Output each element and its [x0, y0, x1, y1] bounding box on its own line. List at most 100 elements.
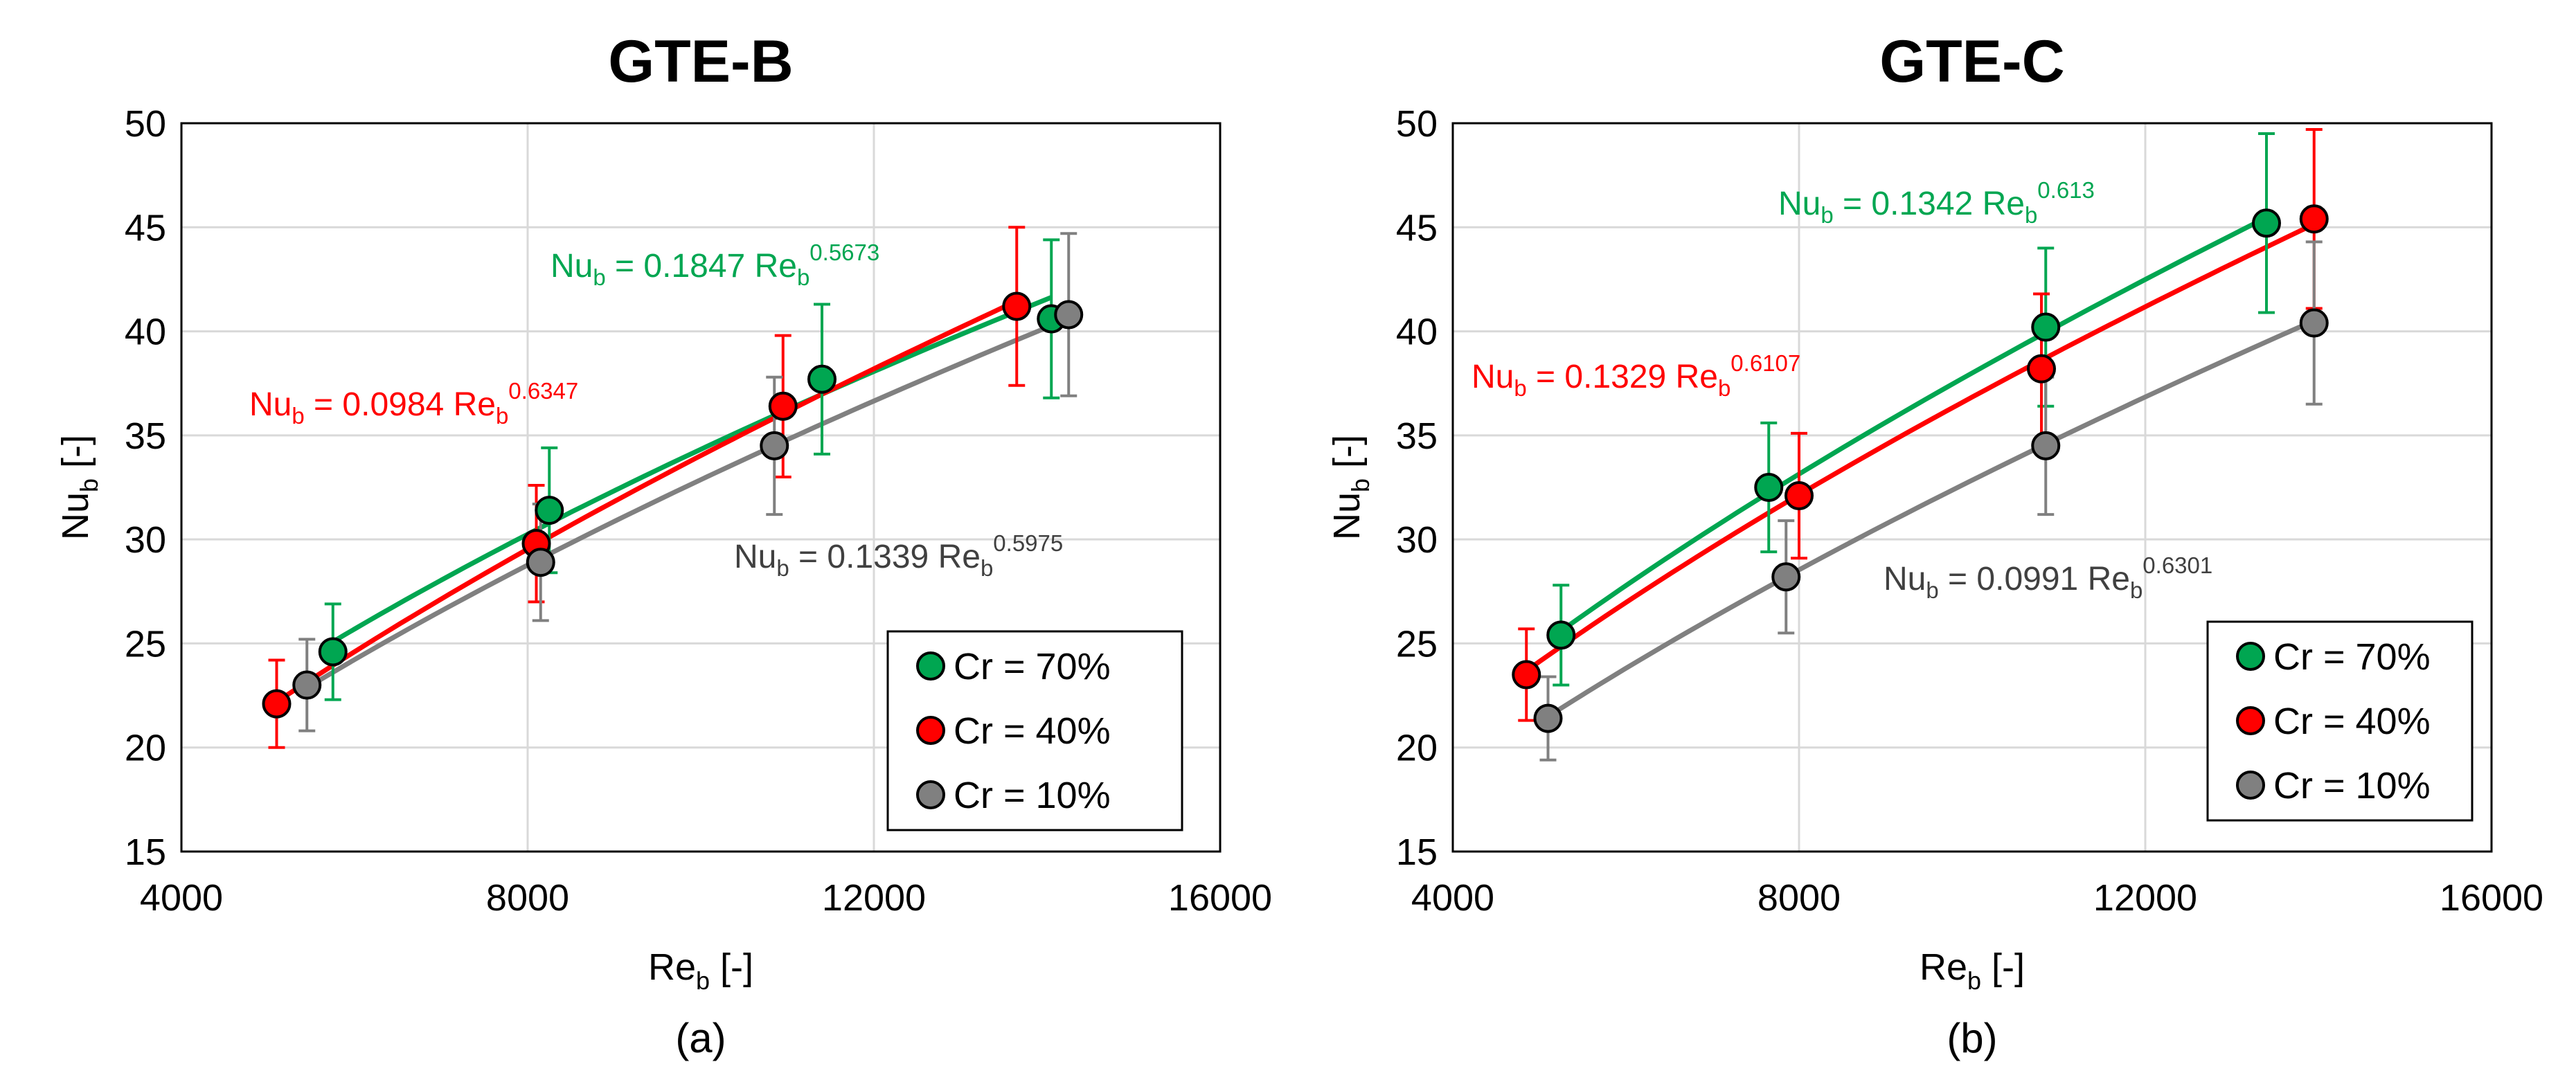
equation-mid: = 0.1342 Re	[1834, 186, 2025, 222]
legend-label: Cr = 10%	[2273, 765, 2431, 807]
data-point	[1512, 660, 1541, 690]
y-tick-label: 40	[125, 312, 166, 353]
data-point	[1546, 620, 1576, 650]
fit-curve	[275, 298, 1018, 704]
data-point	[535, 496, 564, 525]
fit-equation: Nub = 0.1342 Reb0.613	[1778, 177, 2095, 228]
y-axis-label-unit: [-]	[1326, 435, 1368, 478]
y-tick-label: 30	[125, 519, 166, 561]
y-axis-label-main: Nu	[55, 492, 96, 540]
fit-equation: Nub = 0.1339 Reb0.5975	[734, 530, 1063, 581]
x-tick-label: 8000	[1757, 877, 1841, 919]
equation-exponent: 0.613	[2037, 177, 2095, 203]
legend-marker	[2236, 642, 2265, 671]
data-point	[1754, 473, 1784, 502]
equation-mid-sub: b	[981, 555, 993, 581]
y-tick-label: 50	[125, 103, 166, 145]
y-axis-label-unit: [-]	[55, 435, 96, 478]
legend-marker	[2236, 706, 2265, 735]
equation-lhs: Nu	[734, 539, 776, 575]
equation-mid-sub: b	[496, 403, 508, 429]
equation-mid: = 0.0991 Re	[1939, 561, 2130, 597]
equation-mid: = 0.1329 Re	[1527, 359, 1718, 395]
x-axis-label-unit: [-]	[710, 946, 753, 988]
y-tick-label: 45	[125, 207, 166, 249]
data-point	[768, 391, 798, 421]
y-axis-label: Nub [-]	[1326, 435, 1375, 540]
chart-panel-a: 15 20 25 30 35 40 45 50 4000 8000 12000 16000 GTE-B R…	[55, 28, 1272, 1061]
data-point	[2031, 312, 2061, 342]
equation-exponent: 0.6347	[508, 378, 578, 404]
equation-lhs: Nu	[1472, 359, 1514, 395]
data-point	[2299, 308, 2329, 338]
x-axis-label: Reb [-]	[648, 946, 753, 995]
data-point	[1533, 703, 1563, 733]
fit-equation: Nub = 0.1847 Reb0.5673	[551, 240, 879, 290]
x-tick-label: 8000	[486, 877, 569, 919]
x-tick-label: 16000	[2440, 877, 2543, 919]
legend-marker	[916, 716, 945, 745]
y-tick-label: 15	[1396, 831, 1438, 873]
equation-lhs-sub: b	[776, 555, 789, 581]
equation-lhs-sub: b	[1514, 375, 1526, 401]
legend-label: Cr = 10%	[954, 775, 1111, 816]
chart-panel-b: 15 20 25 30 35 40 45 50 4000 8000 12000 16000 GTE-C R…	[1326, 28, 2543, 1061]
x-tick-label: 4000	[1411, 877, 1494, 919]
equation-lhs: Nu	[1778, 186, 1821, 222]
panel-label: (b)	[1947, 1015, 1997, 1061]
x-tick-label: 12000	[822, 877, 926, 919]
data-point	[2031, 431, 2061, 460]
equation-lhs-sub: b	[593, 264, 605, 290]
plot-frame	[1451, 122, 2493, 853]
x-axis-label-unit: [-]	[1981, 946, 2025, 988]
data-point	[526, 548, 555, 577]
y-tick-label: 25	[125, 623, 166, 665]
x-axis-label: Reb [-]	[1920, 946, 2025, 995]
equation-lhs-sub: b	[292, 403, 304, 429]
equation-lhs-sub: b	[1821, 202, 1833, 228]
y-axis-label: Nub [-]	[55, 435, 103, 540]
fit-curve	[1546, 318, 2316, 719]
data-point	[318, 637, 348, 667]
data-point	[807, 364, 837, 394]
equation-mid-sub: b	[2130, 577, 2143, 603]
legend-marker	[2236, 771, 2265, 800]
data-point	[2299, 204, 2329, 234]
data-point	[1771, 562, 1801, 592]
fit-curve	[305, 316, 1070, 690]
x-tick-label: 16000	[1168, 877, 1272, 919]
equation-exponent: 0.5975	[993, 530, 1063, 556]
y-tick-label: 20	[1396, 728, 1438, 769]
fit-equation: Nub = 0.1329 Reb0.6107	[1472, 350, 1800, 401]
data-point	[262, 689, 292, 719]
y-tick-label: 40	[1396, 312, 1438, 353]
equation-exponent: 0.5673	[810, 240, 879, 265]
equation-mid: = 0.0984 Re	[305, 386, 496, 423]
equation-exponent: 0.6107	[1730, 350, 1800, 376]
equation-mid: = 0.1847 Re	[606, 248, 797, 285]
y-axis-label-main: Nu	[1326, 492, 1368, 540]
y-tick-label: 15	[125, 831, 166, 873]
data-point	[292, 670, 322, 700]
fit-curve	[332, 295, 1053, 645]
x-axis-label-main: Re	[648, 946, 696, 988]
plot-frame	[180, 122, 1222, 853]
legend-label: Cr = 70%	[954, 646, 1111, 687]
fit-curve	[1525, 222, 2316, 673]
x-tick-label: 4000	[140, 877, 223, 919]
equation-exponent: 0.6301	[2143, 552, 2212, 578]
x-axis-label-main: Re	[1920, 946, 1967, 988]
y-tick-label: 35	[125, 415, 166, 457]
equation-lhs: Nu	[551, 248, 593, 285]
equation-lhs: Nu	[1884, 561, 1926, 597]
data-point	[2252, 208, 2281, 238]
equation-mid-sub: b	[797, 264, 810, 290]
y-tick-label: 30	[1396, 519, 1438, 561]
x-axis-label-sub: b	[1967, 966, 1981, 995]
legend-marker	[916, 780, 945, 809]
data-point	[1002, 291, 1032, 321]
legend-label: Cr = 70%	[2273, 636, 2431, 678]
chart-title: GTE-C	[1879, 28, 2065, 95]
equation-mid: = 0.1339 Re	[789, 539, 981, 575]
